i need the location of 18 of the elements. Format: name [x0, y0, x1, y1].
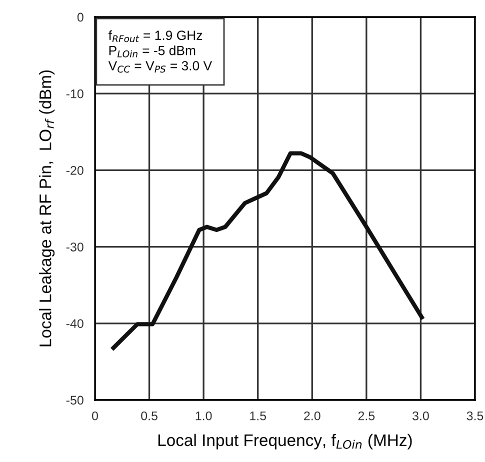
- x-tick-label: 2.5: [358, 411, 375, 420]
- x-tick-label: 3.0: [412, 411, 429, 420]
- x-tick-label: 0: [92, 411, 98, 420]
- y-tick-label: -30: [66, 242, 84, 252]
- y-tick-label: -40: [66, 319, 84, 328]
- text: f$_{RFout}$ = 1.9 GHz P$_{LOin}$ = -5 dBm V$_{CC}$ = V$_{PS}$ = 3.0 V: [108, 30, 212, 73]
- x-tick-label: 2.0: [304, 411, 320, 420]
- x-tick-label: 1.0: [196, 411, 212, 420]
- y-tick-label: -20: [66, 166, 84, 175]
- y-tick-label: -10: [66, 89, 84, 98]
- x-tick-label: 1.5: [250, 412, 266, 420]
- line-series: [111, 151, 424, 350]
- x-tick-label: 0.5: [141, 411, 158, 420]
- y-axis-title: Local Leakage at RF Pin, LO$_{rf}$ (dBm): [39, 70, 55, 346]
- y-tick-label: 0: [77, 12, 84, 22]
- x-tick-label: 3.5: [466, 411, 484, 420]
- x-axis-title: Local Input Frequency, f$_{LOin}$ (MHz): [158, 434, 412, 450]
- y-tick-label: -50: [66, 396, 84, 405]
